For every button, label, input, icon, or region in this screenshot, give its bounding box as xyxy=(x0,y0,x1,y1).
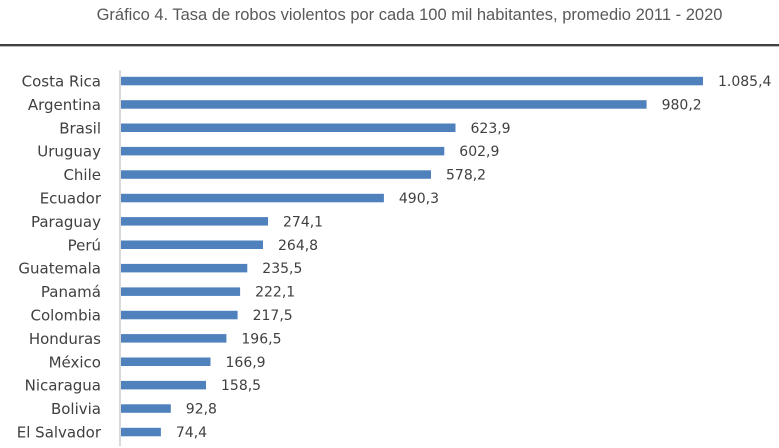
bar-panamá xyxy=(121,287,241,296)
category-label: Costa Rica xyxy=(22,73,101,91)
data-label: 166,9 xyxy=(226,355,266,371)
bar-costa-rica xyxy=(121,76,703,86)
category-label: Ecuador xyxy=(40,190,102,208)
bar-colombia xyxy=(121,310,238,320)
bar-argentina xyxy=(121,100,647,109)
bar-perú xyxy=(121,240,263,249)
title-divider-shadow xyxy=(0,46,779,47)
data-label: 92,8 xyxy=(186,402,217,418)
data-label: 490,3 xyxy=(399,191,439,207)
category-label: Nicaragua xyxy=(25,377,101,395)
data-label: 196,5 xyxy=(241,331,281,347)
data-label: 74,4 xyxy=(176,425,207,441)
category-label: Colombia xyxy=(31,307,102,325)
category-label: Paraguay xyxy=(31,213,101,231)
category-label: Argentina xyxy=(28,96,101,114)
bar-honduras xyxy=(121,334,227,343)
bar-méxico xyxy=(121,357,211,366)
category-label: Guatemala xyxy=(18,260,101,278)
bar-paraguay xyxy=(121,217,268,226)
bar-brasil xyxy=(121,123,456,132)
bar-nicaragua xyxy=(121,380,206,390)
data-label: 578,2 xyxy=(446,168,486,184)
data-label: 623,9 xyxy=(471,121,511,137)
data-label: 980,2 xyxy=(662,97,702,113)
bar-guatemala xyxy=(121,263,248,273)
data-label: 1.085,4 xyxy=(718,74,772,90)
data-label: 274,1 xyxy=(283,214,323,230)
category-label: Panamá xyxy=(41,283,101,301)
category-label: Brasil xyxy=(59,119,101,137)
bar-uruguay xyxy=(121,146,445,156)
category-label: Uruguay xyxy=(37,143,101,161)
bar-ecuador xyxy=(121,193,384,203)
data-label: 235,5 xyxy=(262,261,302,277)
data-label: 602,9 xyxy=(459,144,499,160)
category-label: El Salvador xyxy=(17,424,102,442)
data-label: 264,8 xyxy=(278,238,318,254)
bar-bolivia xyxy=(121,404,171,413)
title-divider xyxy=(0,44,779,46)
category-label: Perú xyxy=(68,236,101,254)
bar-chile xyxy=(121,170,431,179)
category-label: México xyxy=(49,353,101,371)
category-label: Chile xyxy=(63,166,101,184)
data-label: 217,5 xyxy=(253,308,293,324)
chart-title: Gráfico 4. Tasa de robos violentos por c… xyxy=(96,6,723,24)
bar-el-salvador xyxy=(121,427,161,437)
data-label: 158,5 xyxy=(221,378,261,394)
category-label: Honduras xyxy=(29,330,101,348)
category-label: Bolivia xyxy=(51,400,101,418)
data-label: 222,1 xyxy=(255,285,295,301)
